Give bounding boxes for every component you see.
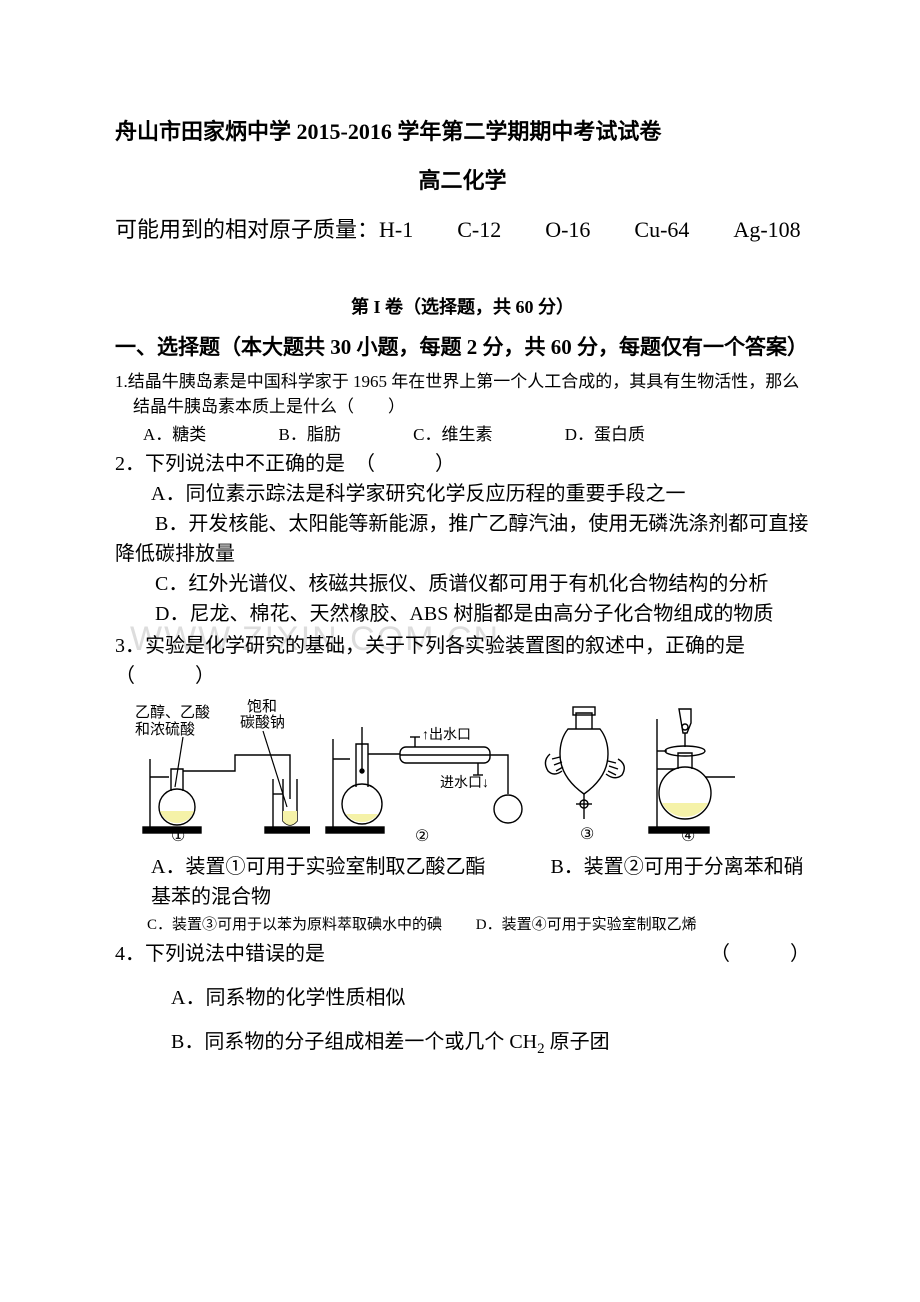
apparatus-4: ④	[645, 699, 755, 844]
part-i-header: 第 I 卷（选择题，共 60 分）	[115, 294, 810, 321]
label-circ2: ②	[415, 828, 429, 844]
section-instructions: 一、选择题（本大题共 30 小题，每题 2 分，共 60 分，每题仅有一个答案）	[115, 331, 810, 365]
q1-optB: B．脂肪	[279, 425, 341, 444]
label-water-in: 进水口↓	[440, 775, 489, 791]
q4-optA: A．同系物的化学性质相似	[115, 983, 810, 1013]
q3-optD: D．装置④可用于实验室制取乙烯	[476, 917, 697, 933]
q2-optD: D．尼龙、棉花、天然橡胶、ABS 树脂都是由高分子化合物组成的物质	[115, 599, 810, 629]
q2-optC: C．红外光谱仪、核磁共振仪、质谱仪都可用于有机化合物结构的分析	[115, 569, 810, 599]
label-carbonate1: 饱和	[247, 699, 277, 715]
q1-optC: C．维生素	[413, 425, 492, 444]
label-circ1: ①	[171, 828, 185, 844]
label-circ3: ③	[580, 826, 594, 843]
q1-stem: 1.结晶牛胰岛素是中国科学家于 1965 年在世界上第一个人工合成的，其具有生物…	[115, 369, 810, 420]
apparatus-3: ③	[540, 699, 635, 844]
q3-options-line2: C．装置③可用于以苯为原料萃取碘水中的碘 D．装置④可用于实验室制取乙烯	[115, 914, 810, 937]
q2-stem: 2．下列说法中不正确的是 （ ）	[115, 449, 810, 479]
q4-stem-right: （ ）	[710, 939, 810, 969]
q1-options: A．糖类 B．脂肪 C．维生素 D．蛋白质	[115, 422, 810, 448]
exam-title-line2: 高二化学	[115, 164, 810, 197]
label-carbonate2: 碳酸钠	[240, 714, 285, 731]
q1-optA: A．糖类	[143, 425, 206, 444]
q4-stem: 4．下列说法中错误的是 （ ）	[115, 939, 810, 969]
q3-optA: A．装置①可用于实验室制取乙酸乙酯	[151, 856, 485, 878]
label-water-out: ↑出水口	[422, 727, 471, 743]
q1-optD: D．蛋白质	[565, 425, 645, 444]
q3-optC: C．装置③可用于以苯为原料萃取碘水中的碘	[147, 917, 442, 933]
exam-title-line1: 舟山市田家炳中学 2015-2016 学年第二学期期中考试试卷	[115, 115, 810, 148]
label-sulfuric: 和浓硫酸	[135, 721, 195, 738]
atomic-mass-line: 可能用到的相对原子质量：H-1 C-12 O-16 Cu-64 Ag-108	[115, 213, 810, 246]
q2-optB: B．开发核能、太阳能等新能源，推广乙醇汽油，使用无磷洗涤剂都可直接降低碳排放量	[115, 509, 810, 569]
apparatus-2: ↑出水口 进水口↓ ②	[320, 699, 530, 844]
label-ethanol: 乙醇、乙酸	[135, 704, 210, 721]
label-circ4: ④	[681, 828, 695, 844]
q3-figure: 乙醇、乙酸 和浓硫酸 饱和 碳酸钠 ①	[135, 699, 810, 844]
apparatus-1: 乙醇、乙酸 和浓硫酸 饱和 碳酸钠 ①	[135, 699, 310, 844]
q2-optA: A．同位素示踪法是科学家研究化学反应历程的重要手段之一	[115, 479, 810, 509]
q3-stem: 3．实验是化学研究的基础，关于下列各实验装置图的叙述中，正确的是（ ）	[115, 631, 810, 691]
document-content: 舟山市田家炳中学 2015-2016 学年第二学期期中考试试卷 高二化学 可能用…	[115, 115, 810, 1060]
q3-options-line1: A．装置①可用于实验室制取乙酸乙酯 B．装置②可用于分离苯和硝基苯的混合物	[115, 852, 810, 912]
q4-stem-left: 4．下列说法中错误的是	[115, 939, 325, 969]
q4-optB: B．同系物的分子组成相差一个或几个 CH2 原子团	[115, 1027, 810, 1061]
